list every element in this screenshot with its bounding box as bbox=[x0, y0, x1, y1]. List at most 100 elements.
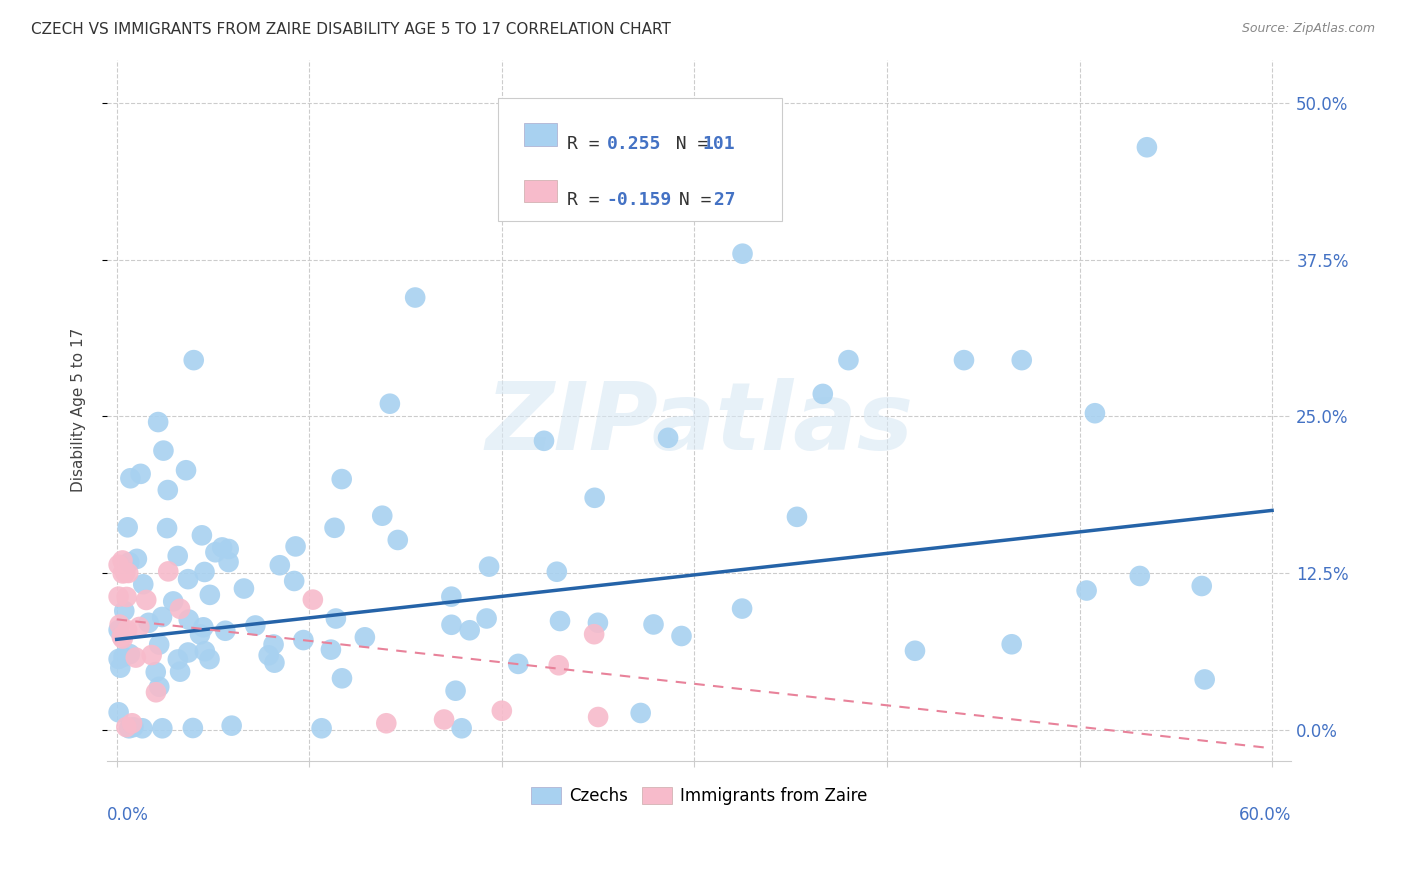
Point bbox=[786, 509, 808, 524]
Point bbox=[177, 645, 200, 659]
Point bbox=[245, 618, 267, 632]
Point bbox=[193, 565, 215, 579]
Point bbox=[145, 685, 167, 699]
Point bbox=[319, 642, 342, 657]
Point bbox=[257, 648, 280, 663]
Point bbox=[731, 601, 754, 615]
Point bbox=[138, 615, 160, 630]
FancyBboxPatch shape bbox=[524, 123, 557, 146]
Point bbox=[1001, 637, 1024, 651]
Point bbox=[440, 617, 463, 632]
Point bbox=[211, 541, 233, 555]
Point bbox=[548, 614, 571, 628]
Point bbox=[657, 431, 679, 445]
Point bbox=[586, 615, 609, 630]
Text: 0.255: 0.255 bbox=[607, 136, 661, 153]
Point bbox=[583, 491, 606, 505]
Point bbox=[132, 577, 155, 591]
Point bbox=[198, 588, 221, 602]
Point bbox=[118, 647, 141, 661]
Y-axis label: Disability Age 5 to 17: Disability Age 5 to 17 bbox=[72, 328, 86, 492]
Point bbox=[198, 652, 221, 666]
Point bbox=[188, 627, 211, 641]
Point bbox=[118, 721, 141, 735]
Point bbox=[112, 649, 135, 664]
Point bbox=[283, 574, 305, 588]
Point bbox=[371, 508, 394, 523]
Legend: Czechs, Immigrants from Zaire: Czechs, Immigrants from Zaire bbox=[524, 780, 875, 812]
Point bbox=[284, 540, 307, 554]
Point bbox=[117, 520, 139, 534]
Point bbox=[148, 680, 170, 694]
Point bbox=[156, 521, 179, 535]
Point bbox=[1129, 569, 1152, 583]
Point bbox=[643, 617, 665, 632]
Point bbox=[125, 650, 148, 665]
Point bbox=[193, 620, 215, 634]
Text: 0.0%: 0.0% bbox=[107, 806, 149, 824]
Text: ZIPatlas: ZIPatlas bbox=[485, 378, 914, 470]
Point bbox=[450, 721, 472, 735]
Point bbox=[115, 623, 138, 637]
Point bbox=[118, 555, 141, 569]
Point bbox=[325, 611, 347, 625]
Point bbox=[263, 638, 285, 652]
Point bbox=[114, 566, 136, 580]
Point bbox=[162, 594, 184, 608]
Point bbox=[177, 572, 200, 586]
Point bbox=[630, 706, 652, 720]
Point bbox=[145, 665, 167, 679]
Point bbox=[458, 624, 481, 638]
Point bbox=[1191, 579, 1213, 593]
Text: CZECH VS IMMIGRANTS FROM ZAIRE DISABILITY AGE 5 TO 17 CORRELATION CHART: CZECH VS IMMIGRANTS FROM ZAIRE DISABILIT… bbox=[31, 22, 671, 37]
Point bbox=[120, 471, 142, 485]
Point bbox=[107, 558, 129, 572]
Point bbox=[837, 353, 859, 368]
Point bbox=[953, 353, 976, 368]
Point bbox=[387, 533, 409, 547]
Point bbox=[218, 555, 240, 569]
Point bbox=[263, 656, 285, 670]
Point bbox=[111, 553, 134, 567]
Point bbox=[148, 638, 170, 652]
Point bbox=[107, 590, 129, 604]
Point bbox=[152, 443, 174, 458]
Point bbox=[129, 467, 152, 481]
Point bbox=[1136, 140, 1159, 154]
Text: -0.159: -0.159 bbox=[607, 192, 672, 210]
Text: 101: 101 bbox=[703, 136, 735, 153]
Text: Source: ZipAtlas.com: Source: ZipAtlas.com bbox=[1241, 22, 1375, 36]
Point bbox=[177, 613, 200, 627]
Point bbox=[107, 706, 129, 720]
Point bbox=[108, 617, 131, 632]
Point bbox=[731, 246, 754, 260]
Point bbox=[166, 549, 188, 563]
Point bbox=[107, 623, 129, 637]
Text: N =: N = bbox=[654, 136, 720, 153]
Point bbox=[323, 521, 346, 535]
Point bbox=[115, 590, 138, 604]
Point bbox=[404, 291, 426, 305]
Point bbox=[110, 660, 132, 674]
Point bbox=[433, 713, 456, 727]
Point bbox=[1084, 406, 1107, 420]
Point bbox=[378, 397, 401, 411]
Point bbox=[533, 434, 555, 448]
Point bbox=[811, 387, 834, 401]
Point bbox=[122, 720, 145, 734]
Point bbox=[128, 620, 150, 634]
Point bbox=[156, 483, 179, 497]
Point bbox=[111, 630, 134, 644]
Point bbox=[302, 592, 325, 607]
Point bbox=[547, 658, 569, 673]
Point bbox=[157, 565, 180, 579]
Point bbox=[330, 671, 353, 685]
Point bbox=[583, 627, 606, 641]
Point bbox=[218, 541, 240, 556]
Point bbox=[1011, 353, 1033, 368]
Point bbox=[150, 721, 173, 735]
Point bbox=[586, 710, 609, 724]
Point bbox=[671, 629, 693, 643]
Point bbox=[141, 648, 163, 662]
Text: 27: 27 bbox=[703, 192, 735, 210]
